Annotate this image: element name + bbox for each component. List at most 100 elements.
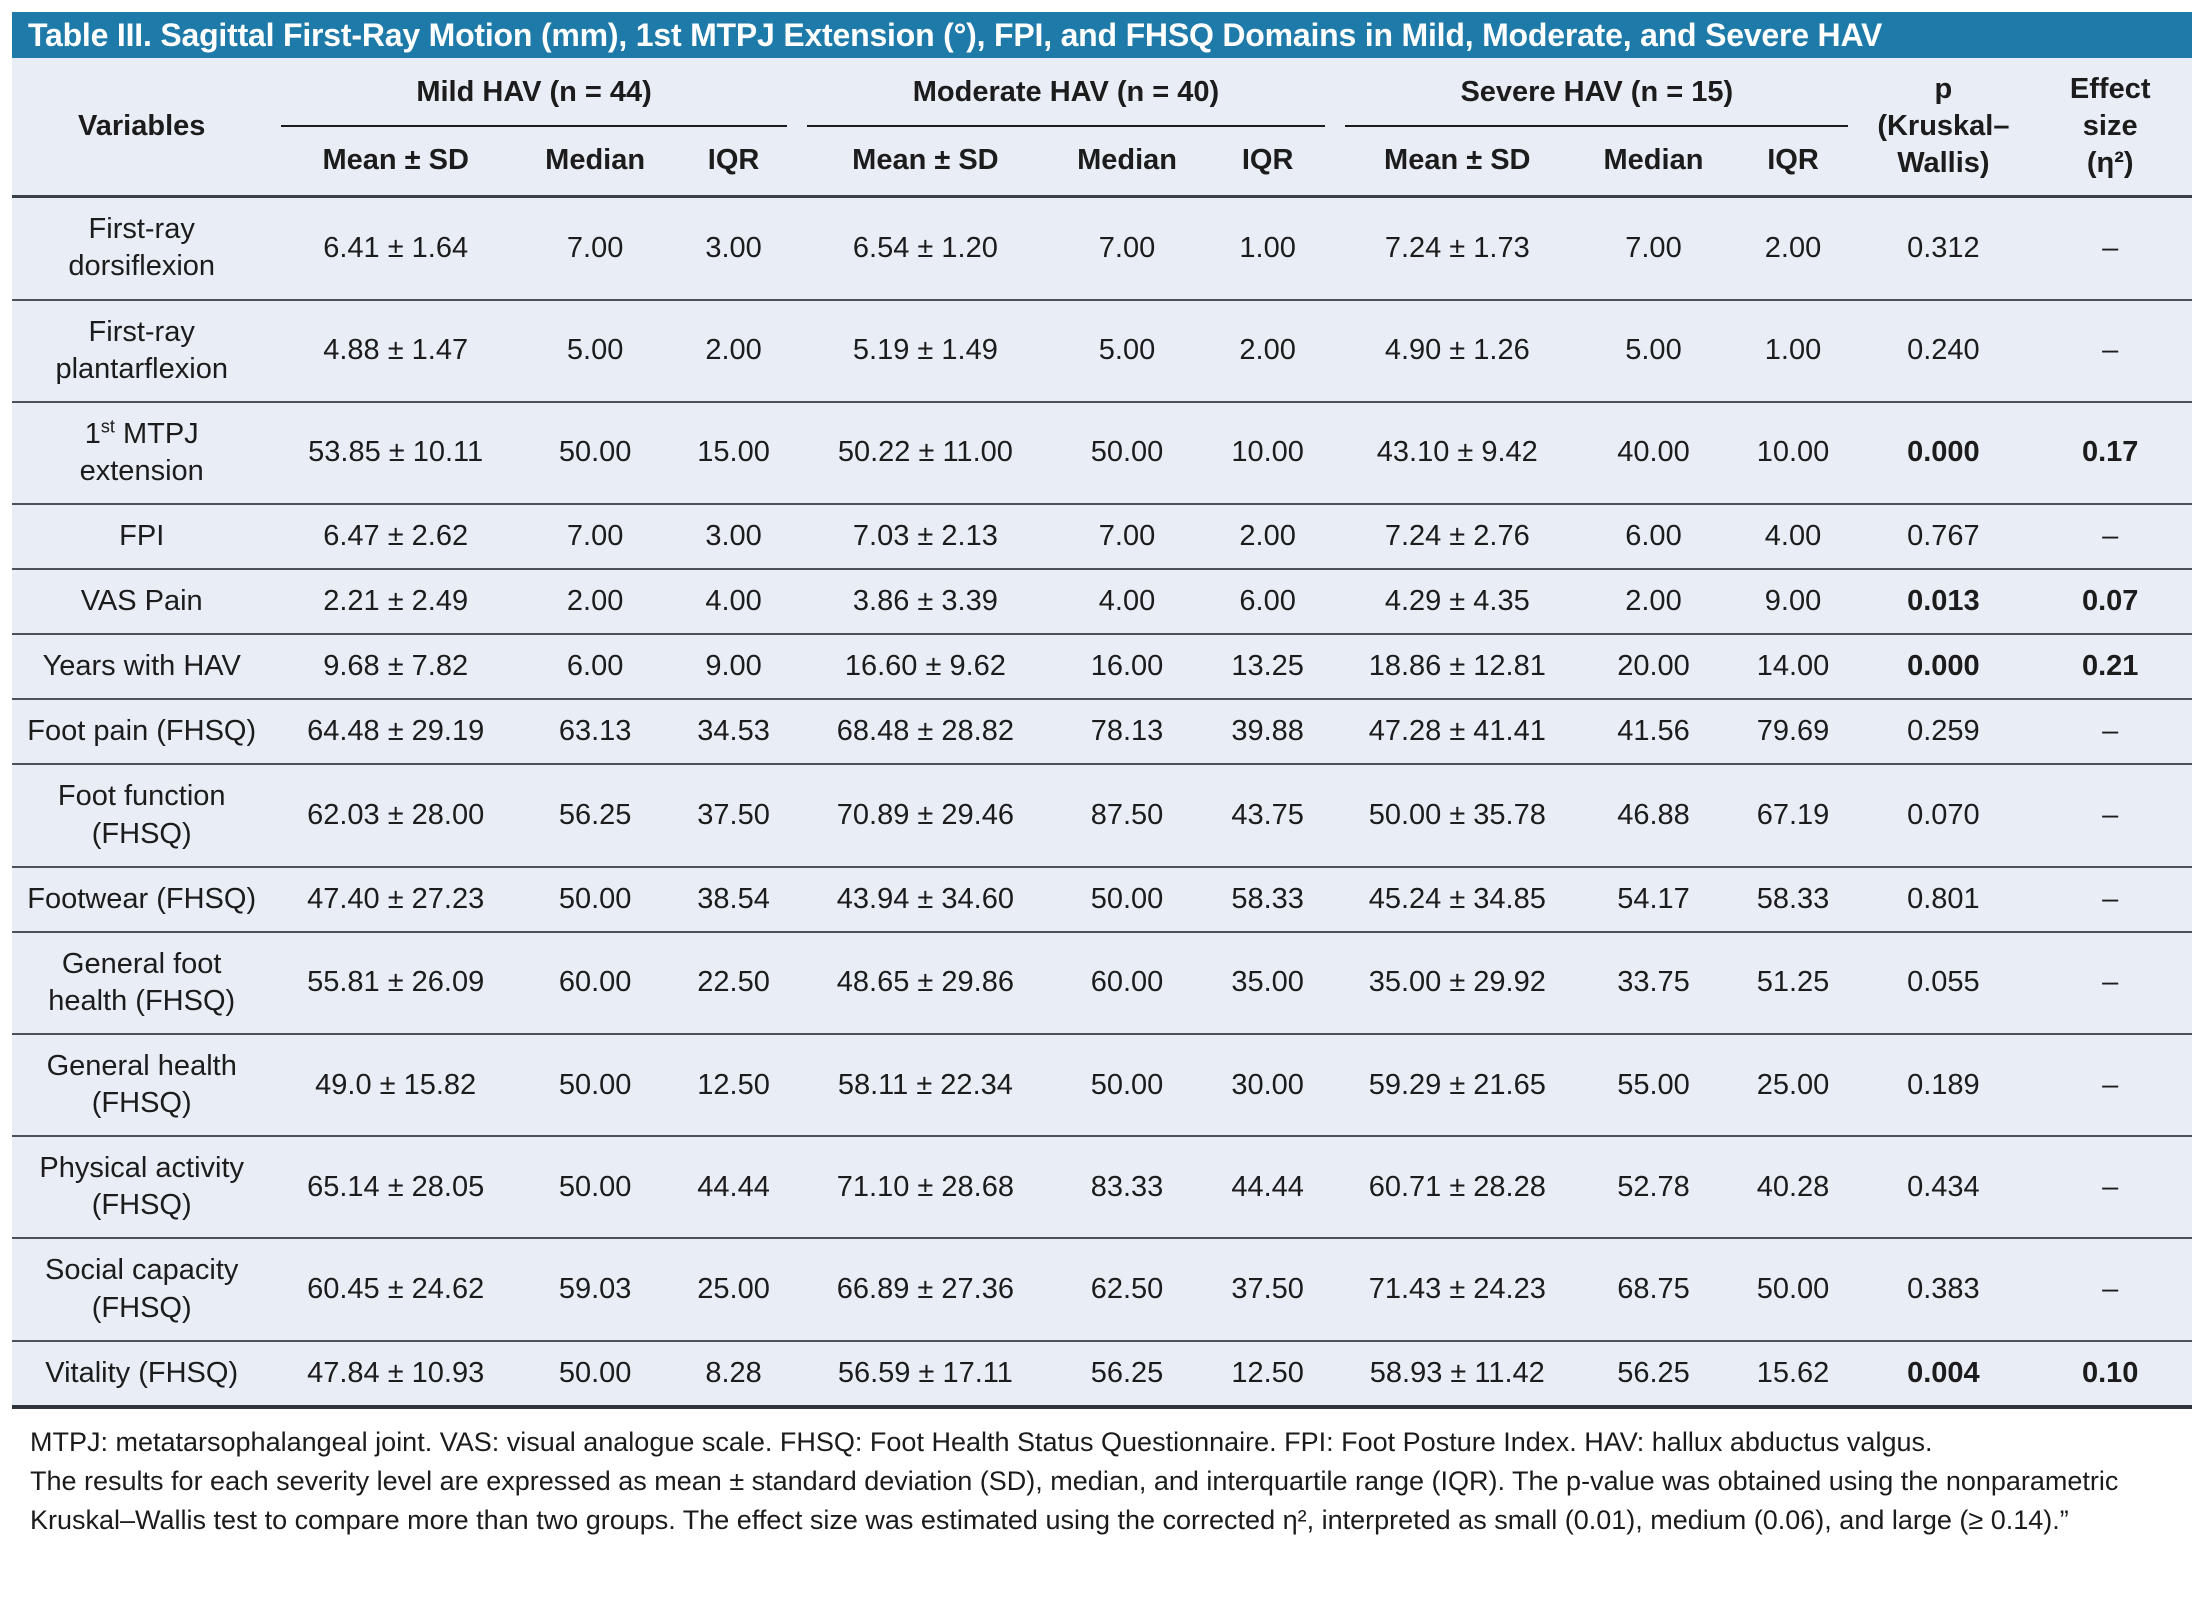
moderate-mean-sd-cell: 43.94 ± 34.60: [836, 882, 1014, 915]
row-variable-label: Years with HAV: [42, 650, 241, 683]
mild-median-cell: 7.00: [566, 519, 624, 552]
p-value-cell: 0.767: [1907, 519, 1980, 552]
moderate-median-cell: 5.00: [1098, 334, 1156, 367]
mild-mean-sd-cell: 62.03 ± 28.00: [307, 798, 485, 831]
mild-iqr-cell: 25.00: [697, 1272, 770, 1305]
mild-iqr-cell: 9.00: [705, 650, 762, 683]
severe-iqr-cell: 51.25: [1756, 966, 1830, 999]
effect-size-header: Effect size (η²): [2069, 73, 2151, 180]
mild-median-cell: 2.00: [566, 585, 624, 618]
p-value-header: p (Kruskal– Wallis): [1877, 73, 2010, 180]
table-row: Foot pain (FHSQ) 64.48 ± 29.19 63.13 34.53 6…: [12, 699, 2192, 765]
severe-median-cell: 56.25: [1617, 1356, 1690, 1389]
moderate-median-cell: 16.00: [1090, 650, 1164, 683]
subheader-iqr: IQR: [1241, 144, 1294, 177]
severe-median-cell: 54.17: [1617, 882, 1690, 915]
group-header-severe: Severe HAV (n = 15): [1335, 58, 1858, 127]
severe-iqr-cell: 25.00: [1756, 1068, 1830, 1101]
p-value-cell: 0.189: [1907, 1068, 1980, 1101]
mild-mean-sd-cell: 47.84 ± 10.93: [307, 1356, 485, 1389]
severe-mean-sd-cell: 35.00 ± 29.92: [1368, 966, 1546, 999]
table-row: Footwear (FHSQ) 47.40 ± 27.23 50.00 38.54 43…: [12, 867, 2192, 932]
effect-size-cell: –: [2102, 882, 2119, 915]
subheader-median: Median: [545, 144, 646, 177]
table-row: Years with HAV 9.68 ± 7.82 6.00 9.00 16.60 ±…: [12, 634, 2192, 700]
moderate-mean-sd-cell: 5.19 ± 1.49: [852, 334, 998, 367]
mild-median-cell: 50.00: [558, 1068, 632, 1101]
table-row: First-ray plantarflexion 4.88 ± 1.47 5.00 2…: [12, 300, 2192, 402]
effect-size-cell: –: [2102, 1272, 2119, 1305]
severe-iqr-cell: 79.69: [1756, 715, 1830, 748]
footnote-abbreviations: MTPJ: metatarsophalangeal joint. VAS: vi…: [30, 1426, 1933, 1457]
row-variable-label: 1st MTPJ extension: [79, 416, 204, 487]
effect-size-cell: –: [2102, 715, 2119, 748]
mild-iqr-cell: 3.00: [705, 231, 762, 264]
group-header-mild: Mild HAV (n = 44): [271, 58, 796, 127]
p-value-cell: 0.312: [1907, 231, 1980, 264]
table-row: Vitality (FHSQ) 47.84 ± 10.93 50.00 8.28 56.…: [12, 1341, 2192, 1407]
severe-mean-sd-cell: 7.24 ± 1.73: [1384, 231, 1530, 264]
moderate-median-cell: 7.00: [1098, 231, 1156, 264]
mild-iqr-cell: 44.44: [697, 1170, 770, 1203]
moderate-mean-sd-cell: 56.59 ± 17.11: [837, 1356, 1013, 1389]
severe-mean-sd-cell: 45.24 ± 34.85: [1368, 882, 1546, 915]
mild-mean-sd-cell: 65.14 ± 28.05: [307, 1170, 485, 1203]
severe-mean-sd-cell: 50.00 ± 35.78: [1368, 798, 1546, 831]
moderate-median-cell: 87.50: [1090, 798, 1164, 831]
row-variable-label: Physical activity (FHSQ): [39, 1152, 245, 1222]
p-value-cell: 0.000: [1907, 650, 1980, 683]
subheader-median: Median: [1077, 144, 1177, 177]
mild-iqr-cell: 12.50: [697, 1068, 770, 1101]
moderate-mean-sd-cell: 7.03 ± 2.13: [852, 519, 998, 552]
severe-iqr-cell: 10.00: [1756, 436, 1830, 469]
effect-size-cell: 0.07: [2081, 585, 2139, 618]
subheader-mean-sd: Mean ± SD: [322, 144, 469, 177]
moderate-median-cell: 78.13: [1090, 715, 1164, 748]
mild-median-cell: 5.00: [566, 334, 624, 367]
moderate-iqr-cell: 58.33: [1231, 882, 1304, 915]
moderate-iqr-cell: 44.44: [1231, 1170, 1304, 1203]
row-variable-label: Foot function (FHSQ): [57, 780, 226, 850]
mild-iqr-cell: 22.50: [697, 966, 770, 999]
row-variable-label: VAS Pain: [80, 585, 203, 618]
table-row: VAS Pain 2.21 ± 2.49 2.00 4.00 3.86 ± 3.39 4.…: [12, 569, 2192, 635]
severe-mean-sd-cell: 4.29 ± 4.35: [1384, 585, 1530, 618]
moderate-mean-sd-cell: 66.89 ± 27.36: [836, 1272, 1014, 1305]
mild-mean-sd-cell: 49.0 ± 15.82: [315, 1068, 477, 1101]
mild-median-cell: 63.13: [558, 715, 632, 748]
row-variable-label: General foot health (FHSQ): [48, 947, 236, 1017]
p-value-cell: 0.004: [1907, 1356, 1980, 1389]
mild-median-cell: 50.00: [558, 882, 632, 915]
group-header-moderate: Moderate HAV (n = 40): [797, 58, 1335, 127]
row-variable-label: Footwear (FHSQ): [27, 882, 257, 915]
row-variable-label: FPI: [119, 519, 165, 552]
data-table: Variables Mild HAV (n = 44) Moderate HAV…: [12, 58, 2192, 1409]
table-row: General foot health (FHSQ) 55.81 ± 26.09 6…: [12, 932, 2192, 1034]
row-variable-label: Foot pain (FHSQ): [27, 715, 257, 748]
severe-iqr-cell: 67.19: [1756, 798, 1830, 831]
severe-iqr-cell: 58.33: [1756, 882, 1830, 915]
severe-median-cell: 68.75: [1617, 1272, 1690, 1305]
severe-iqr-cell: 15.62: [1756, 1356, 1830, 1389]
moderate-iqr-cell: 13.25: [1231, 650, 1304, 683]
mild-median-cell: 7.00: [566, 231, 624, 264]
effect-size-cell: –: [2102, 798, 2119, 831]
severe-median-cell: 55.00: [1617, 1068, 1690, 1101]
p-value-cell: 0.070: [1907, 798, 1980, 831]
moderate-iqr-cell: 30.00: [1231, 1068, 1304, 1101]
severe-iqr-cell: 1.00: [1764, 334, 1822, 367]
severe-median-cell: 46.88: [1617, 798, 1690, 831]
moderate-iqr-cell: 35.00: [1231, 966, 1304, 999]
group-header-row: Variables Mild HAV (n = 44) Moderate HAV…: [12, 58, 2192, 179]
table-row: Social capacity (FHSQ) 60.45 ± 24.62 59.03…: [12, 1238, 2192, 1341]
effect-size-cell: 0.17: [2081, 436, 2139, 469]
mild-mean-sd-cell: 4.88 ± 1.47: [323, 334, 469, 367]
moderate-iqr-cell: 2.00: [1239, 334, 1296, 367]
severe-iqr-cell: 2.00: [1764, 231, 1822, 264]
mild-median-cell: 50.00: [558, 1170, 632, 1203]
severe-median-cell: 52.78: [1617, 1170, 1690, 1203]
p-value-cell: 0.383: [1907, 1272, 1980, 1305]
table-title: Table III. Sagittal First-Ray Motion (mm…: [12, 12, 2192, 58]
moderate-iqr-cell: 2.00: [1239, 519, 1296, 552]
moderate-median-cell: 50.00: [1090, 1068, 1164, 1101]
